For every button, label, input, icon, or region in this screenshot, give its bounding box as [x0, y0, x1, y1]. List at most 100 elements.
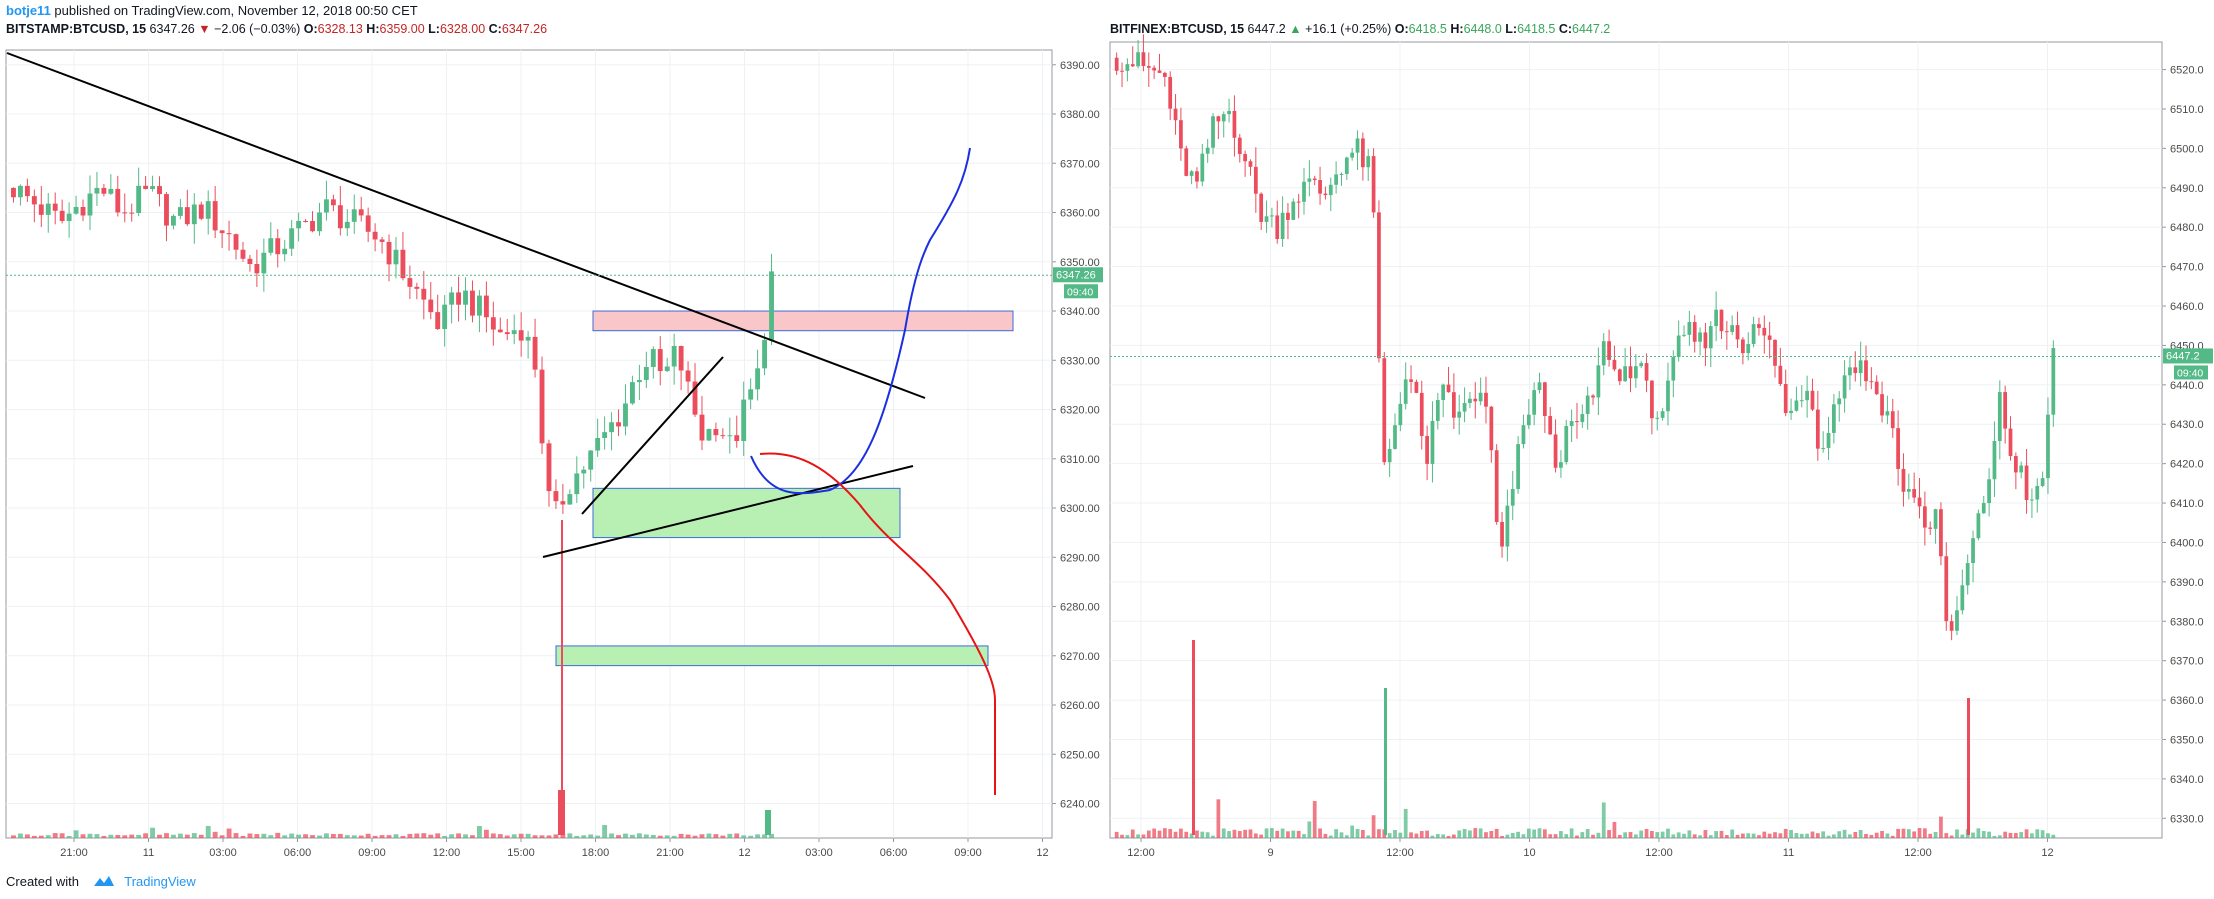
candle-body — [727, 435, 733, 437]
volume-bar — [476, 826, 482, 838]
candle-body — [1441, 384, 1446, 401]
last-volume — [765, 810, 771, 835]
candle-body — [330, 199, 336, 206]
candle-body — [518, 330, 524, 341]
candle-body — [1157, 70, 1162, 73]
volume-bar — [1960, 834, 1965, 838]
support-zone-lower — [555, 645, 989, 667]
volume-bar — [1644, 828, 1649, 838]
volume-bar — [2019, 832, 2024, 838]
candle-body — [692, 381, 698, 415]
volume-bar — [1666, 828, 1670, 838]
spike-volume — [1192, 640, 1195, 835]
candle-body — [1826, 432, 1831, 448]
candle-body — [1896, 428, 1900, 469]
volume-bar — [1981, 831, 1986, 838]
plot-frame — [5, 49, 1053, 839]
volume-bar — [1810, 831, 1815, 838]
candle-body — [1264, 216, 1269, 222]
volume-bar — [1232, 829, 1237, 838]
volume-bar — [1136, 834, 1140, 838]
left-last: 6347.26 — [149, 22, 195, 36]
bitstamp-chart[interactable]: 6390.00 6380.00 6370.00 6360.00 6350.00 6340.… — [0, 0, 1110, 870]
candle-body — [310, 220, 315, 232]
volume-bar — [2051, 834, 2056, 838]
x-tick-label: 12:00 — [1386, 847, 1414, 859]
volume-bar — [1403, 808, 1408, 838]
volume-bar — [1323, 833, 1328, 838]
candle-body — [1832, 404, 1836, 433]
candle-body — [1724, 331, 1729, 333]
volume-bar — [1435, 834, 1440, 838]
volume-bar — [1200, 831, 1205, 838]
candle-body — [588, 450, 594, 470]
candle-body — [1794, 400, 1799, 411]
y-tick-label: 6360.0 — [2170, 695, 2204, 707]
right-symbol[interactable]: BITFINEX:BTCUSD, 15 — [1110, 22, 1245, 36]
volume-bar — [497, 834, 503, 838]
volume-bar — [1553, 834, 1558, 838]
candle-body — [1644, 363, 1649, 381]
candle-body — [212, 201, 218, 231]
bitfinex-chart[interactable]: 6520.0 6510.0 6500.0 6490.0 6480.0 6470.0 6460… — [1100, 0, 2214, 870]
volume-bar — [1221, 828, 1226, 838]
volume-bar — [1152, 828, 1157, 838]
candle-body — [1296, 201, 1301, 203]
volume-bar — [629, 834, 635, 838]
volume-bar — [657, 835, 663, 838]
left-symbol[interactable]: BITSTAMP:BTCUSD, 15 — [6, 22, 147, 36]
candle-body — [11, 187, 16, 198]
volume-bar — [755, 834, 761, 838]
countdown-tag — [2174, 365, 2208, 380]
candle-body — [38, 204, 44, 215]
candle-body — [532, 336, 538, 370]
candle-body — [560, 501, 566, 505]
candle-body — [1355, 138, 1360, 153]
volume-bar — [1864, 833, 1868, 838]
candle-body — [1152, 67, 1157, 71]
y-tick-label: 6300.00 — [1060, 503, 1100, 515]
left-o-label: O: — [303, 22, 318, 36]
volume-bar — [87, 833, 93, 838]
candle-body — [1505, 505, 1510, 547]
candle-body — [2051, 348, 2056, 415]
candle-body — [1253, 166, 1258, 194]
candle-body — [1601, 341, 1606, 366]
candle-body — [734, 435, 740, 442]
volume-bar — [727, 833, 733, 838]
candle-body — [1650, 380, 1654, 419]
candle-body — [1639, 363, 1644, 367]
volume-bar — [101, 835, 107, 838]
volume-bar — [1724, 834, 1729, 838]
volume-bar — [1494, 828, 1499, 838]
candle-body — [1114, 57, 1119, 71]
y-tick-label: 6320.00 — [1060, 405, 1100, 417]
left-c-label: C: — [488, 22, 502, 36]
candle-body — [1312, 178, 1317, 181]
candle-body — [87, 193, 93, 216]
volume-bar — [1312, 801, 1317, 838]
candle-body — [1537, 382, 1542, 391]
volume-bar — [323, 833, 329, 838]
volume-bar — [1371, 815, 1376, 838]
right-c: 6447.2 — [1572, 22, 1611, 36]
candle-body — [1917, 497, 1922, 507]
candle-body — [636, 379, 642, 383]
y-tick-label: 6480.0 — [2170, 222, 2204, 234]
volume-bar — [1419, 831, 1424, 838]
candle-body — [762, 339, 768, 369]
candle-body — [442, 304, 448, 330]
volume-bar — [1446, 835, 1451, 838]
volume-bar — [1939, 816, 1943, 838]
volume-bar — [692, 835, 698, 838]
tradingview-link[interactable]: TradingView — [124, 874, 196, 889]
x-tick-label: 09:00 — [954, 847, 982, 859]
candle-body — [1708, 326, 1713, 349]
volume-bar — [157, 834, 162, 838]
candle-body — [1842, 375, 1847, 399]
volume-bar — [1243, 829, 1248, 838]
author-link[interactable]: botje11 — [6, 3, 51, 18]
countdown-label: 09:40 — [2177, 367, 2203, 379]
volume-bar — [1719, 830, 1724, 838]
volume-bar — [59, 833, 65, 838]
